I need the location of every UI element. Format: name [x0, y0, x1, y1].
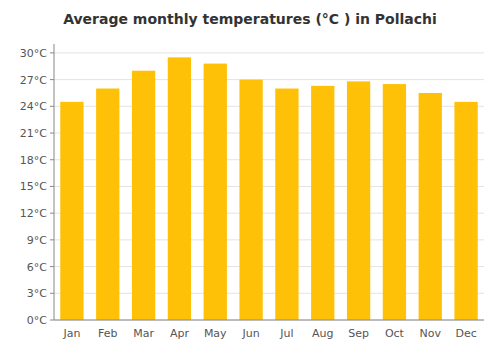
- title: Average monthly temperatures (°C ) in Po…: [63, 11, 437, 27]
- y-tick: [50, 106, 54, 107]
- grid-line: [54, 320, 484, 321]
- y-tick-label: 18°C: [20, 154, 47, 167]
- x-tick-label: Mar: [133, 327, 154, 340]
- grid-line: [54, 52, 484, 53]
- y-tick-label: 3°C: [27, 287, 47, 300]
- bar: [96, 89, 119, 320]
- y-tick: [50, 52, 54, 53]
- y-tick-label: 27°C: [20, 74, 47, 87]
- y-tick: [50, 293, 54, 294]
- y-tick: [50, 159, 54, 160]
- x-axis: Jan Feb Mar Apr May Jun Jul Aug Sep Oct Nov Dec: [62, 327, 476, 340]
- bar: [60, 102, 83, 320]
- bar: [454, 102, 477, 320]
- x-tick-label: Jan: [62, 327, 80, 340]
- y-tick-label: 30°C: [20, 47, 47, 60]
- bar: [275, 89, 298, 320]
- y-tick: [50, 266, 54, 267]
- x-tick-label: May: [204, 327, 227, 340]
- x-tick-label: Jun: [241, 327, 259, 340]
- x-tick-label: Jul: [279, 327, 293, 340]
- y-tick-label: 24°C: [20, 100, 47, 113]
- bar: [168, 57, 191, 320]
- y-tick-label: 12°C: [20, 207, 47, 220]
- x-tick-label: Apr: [170, 327, 190, 340]
- x-tick-label: Dec: [455, 327, 476, 340]
- y-tick-label: 6°C: [27, 261, 47, 274]
- bars: [60, 57, 477, 320]
- y-axis-line: [54, 44, 55, 320]
- bar: [204, 64, 227, 320]
- bar: [419, 93, 442, 320]
- bar: [347, 81, 370, 320]
- y-tick: [50, 320, 54, 321]
- x-tick-label: Sep: [348, 327, 369, 340]
- x-axis-line: [54, 320, 484, 321]
- x-tick-label: Nov: [420, 327, 442, 340]
- bar: [239, 80, 262, 320]
- y-tick: [50, 213, 54, 214]
- y-tick: [50, 186, 54, 187]
- y-axis: 0°C 3°C 6°C 9°C 12°C 15°C 18°C 21°C 24°C 27°C 30°C: [20, 47, 484, 327]
- x-tick-label: Aug: [312, 327, 333, 340]
- bar: [383, 84, 406, 320]
- x-tick-label: Oct: [385, 327, 405, 340]
- y-tick: [50, 79, 54, 80]
- chart: Average monthly temperatures (°C ) in Po…: [0, 0, 500, 350]
- y-tick-label: 21°C: [20, 127, 47, 140]
- bar: [311, 86, 334, 320]
- bar: [132, 71, 155, 320]
- y-tick-label: 0°C: [27, 314, 47, 327]
- grid-line: [54, 79, 484, 80]
- y-tick-label: 15°C: [20, 180, 47, 193]
- y-tick-label: 9°C: [27, 234, 47, 247]
- x-tick-label: Feb: [98, 327, 117, 340]
- y-tick: [50, 133, 54, 134]
- y-tick: [50, 239, 54, 240]
